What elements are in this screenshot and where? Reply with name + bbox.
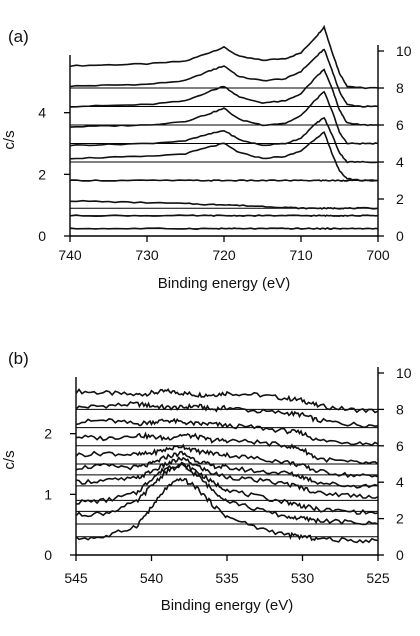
y-axis-title-left: c/s <box>1 450 18 469</box>
series-line-9 <box>69 214 379 218</box>
y-right-tick-label: 6 <box>396 117 404 133</box>
panel-label: (b) <box>8 349 29 368</box>
x-axis-title: Binding energy (eV) <box>158 275 291 292</box>
y-left-tick-label: 0 <box>44 547 52 563</box>
chart-panel-b: (b) 545 540 535 530 525 0 1 2 0 2 4 6 8 10 Binding ener… <box>1 349 412 614</box>
series-line-7 <box>69 179 379 182</box>
series-line-5 <box>69 116 379 164</box>
y-right-tick-label: 8 <box>396 401 404 417</box>
x-axis-title: Binding energy (eV) <box>161 597 294 614</box>
x-tick-label: 730 <box>135 247 159 263</box>
x-tick-label: 530 <box>291 570 315 586</box>
y-right-tick-label: 8 <box>396 80 404 96</box>
y-right-tick-label: 4 <box>396 474 404 490</box>
series-line-2 <box>69 48 379 108</box>
series-line-9 <box>75 463 379 526</box>
x-tick-label: 740 <box>58 247 82 263</box>
x-tick-label: 525 <box>366 570 390 586</box>
panel-label: (a) <box>8 27 29 46</box>
x-tick-label: 545 <box>64 570 88 586</box>
x-tick-label: 540 <box>140 570 164 586</box>
y-axis-title-left: c/s <box>1 130 18 149</box>
y-left-tick-label: 2 <box>44 426 52 442</box>
x-tick-label: 720 <box>212 247 236 263</box>
chart-panel-a: (a) 740 730 720 710 700 0 2 4 0 2 4 6 8 10 Binding ener… <box>1 24 412 292</box>
y-right-tick-label: 4 <box>396 154 404 170</box>
series-line-10 <box>75 477 379 544</box>
y-right-tick-label: 2 <box>396 191 404 207</box>
x-tick-label: 710 <box>289 247 313 263</box>
x-tick-label: 535 <box>215 570 239 586</box>
y-left-tick-label: 0 <box>38 228 46 244</box>
y-right-tick-label: 10 <box>396 365 412 381</box>
series-line-5 <box>75 443 379 479</box>
series-line-7 <box>75 456 379 499</box>
y-right-tick-label: 10 <box>396 43 412 59</box>
series-line-6 <box>75 450 379 489</box>
y-left-tick-label: 1 <box>44 486 52 502</box>
series-line-4 <box>75 431 379 465</box>
x-tick-label: 700 <box>366 247 390 263</box>
series-line-4 <box>69 90 379 145</box>
y-right-tick-label: 0 <box>396 228 404 244</box>
series-line-8 <box>75 461 379 515</box>
y-left-tick-label: 2 <box>38 166 46 182</box>
y-left-tick-label: 4 <box>38 105 46 121</box>
series-line-10 <box>69 227 379 231</box>
series-line-6 <box>69 131 378 182</box>
y-right-tick-label: 0 <box>396 547 404 563</box>
series-line-2 <box>75 401 379 429</box>
series-line-1 <box>75 388 379 414</box>
y-right-tick-label: 6 <box>396 438 404 454</box>
series-line-8 <box>69 199 379 210</box>
series-line-3 <box>75 417 379 447</box>
series-line-3 <box>69 68 379 127</box>
series-line-1 <box>69 24 379 90</box>
y-right-tick-label: 2 <box>396 511 404 527</box>
